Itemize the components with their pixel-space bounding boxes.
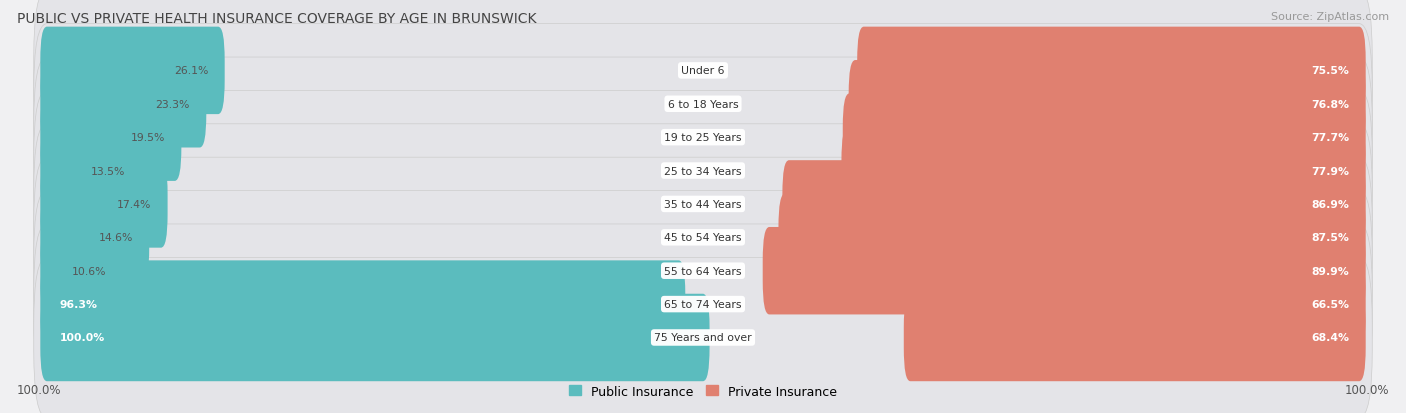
FancyBboxPatch shape: [41, 94, 181, 181]
Text: Source: ZipAtlas.com: Source: ZipAtlas.com: [1271, 12, 1389, 22]
Text: 25 to 34 Years: 25 to 34 Years: [664, 166, 742, 176]
FancyBboxPatch shape: [41, 228, 122, 315]
FancyBboxPatch shape: [41, 294, 710, 381]
Text: 66.5%: 66.5%: [1312, 299, 1350, 309]
Text: 55 to 64 Years: 55 to 64 Years: [664, 266, 742, 276]
Text: 100.0%: 100.0%: [1344, 384, 1389, 396]
FancyBboxPatch shape: [842, 94, 1365, 181]
Text: 13.5%: 13.5%: [91, 166, 125, 176]
Text: Under 6: Under 6: [682, 66, 724, 76]
FancyBboxPatch shape: [41, 61, 207, 148]
Text: 89.9%: 89.9%: [1312, 266, 1350, 276]
Text: 100.0%: 100.0%: [60, 333, 105, 343]
Text: 87.5%: 87.5%: [1312, 233, 1350, 243]
Text: 6 to 18 Years: 6 to 18 Years: [668, 100, 738, 109]
FancyBboxPatch shape: [41, 128, 142, 215]
FancyBboxPatch shape: [904, 294, 1365, 381]
Text: 100.0%: 100.0%: [17, 384, 62, 396]
FancyBboxPatch shape: [41, 261, 685, 348]
FancyBboxPatch shape: [782, 161, 1365, 248]
FancyBboxPatch shape: [917, 261, 1365, 348]
Text: 19 to 25 Years: 19 to 25 Years: [664, 133, 742, 143]
Text: 19.5%: 19.5%: [131, 133, 165, 143]
Text: 77.7%: 77.7%: [1312, 133, 1350, 143]
Text: 75.5%: 75.5%: [1312, 66, 1350, 76]
Text: 96.3%: 96.3%: [60, 299, 98, 309]
Text: 45 to 54 Years: 45 to 54 Years: [664, 233, 742, 243]
Text: 23.3%: 23.3%: [156, 100, 190, 109]
FancyBboxPatch shape: [858, 28, 1365, 115]
Text: 26.1%: 26.1%: [174, 66, 208, 76]
Text: 65 to 74 Years: 65 to 74 Years: [664, 299, 742, 309]
Text: 77.9%: 77.9%: [1312, 166, 1350, 176]
FancyBboxPatch shape: [34, 224, 1372, 384]
Text: PUBLIC VS PRIVATE HEALTH INSURANCE COVERAGE BY AGE IN BRUNSWICK: PUBLIC VS PRIVATE HEALTH INSURANCE COVER…: [17, 12, 536, 26]
Legend: Public Insurance, Private Insurance: Public Insurance, Private Insurance: [564, 380, 842, 403]
FancyBboxPatch shape: [762, 228, 1365, 315]
FancyBboxPatch shape: [34, 258, 1372, 413]
Text: 10.6%: 10.6%: [72, 266, 107, 276]
FancyBboxPatch shape: [41, 28, 225, 115]
FancyBboxPatch shape: [34, 58, 1372, 218]
Text: 17.4%: 17.4%: [117, 199, 152, 209]
FancyBboxPatch shape: [34, 25, 1372, 185]
FancyBboxPatch shape: [34, 91, 1372, 251]
Text: 76.8%: 76.8%: [1312, 100, 1350, 109]
FancyBboxPatch shape: [34, 191, 1372, 351]
Text: 68.4%: 68.4%: [1312, 333, 1350, 343]
FancyBboxPatch shape: [34, 158, 1372, 318]
Text: 14.6%: 14.6%: [98, 233, 132, 243]
FancyBboxPatch shape: [34, 0, 1372, 151]
Text: 86.9%: 86.9%: [1312, 199, 1350, 209]
FancyBboxPatch shape: [41, 161, 167, 248]
Text: 35 to 44 Years: 35 to 44 Years: [664, 199, 742, 209]
Text: 75 Years and over: 75 Years and over: [654, 333, 752, 343]
FancyBboxPatch shape: [41, 194, 149, 281]
FancyBboxPatch shape: [34, 124, 1372, 285]
FancyBboxPatch shape: [849, 61, 1365, 148]
FancyBboxPatch shape: [841, 128, 1365, 215]
FancyBboxPatch shape: [779, 194, 1365, 281]
